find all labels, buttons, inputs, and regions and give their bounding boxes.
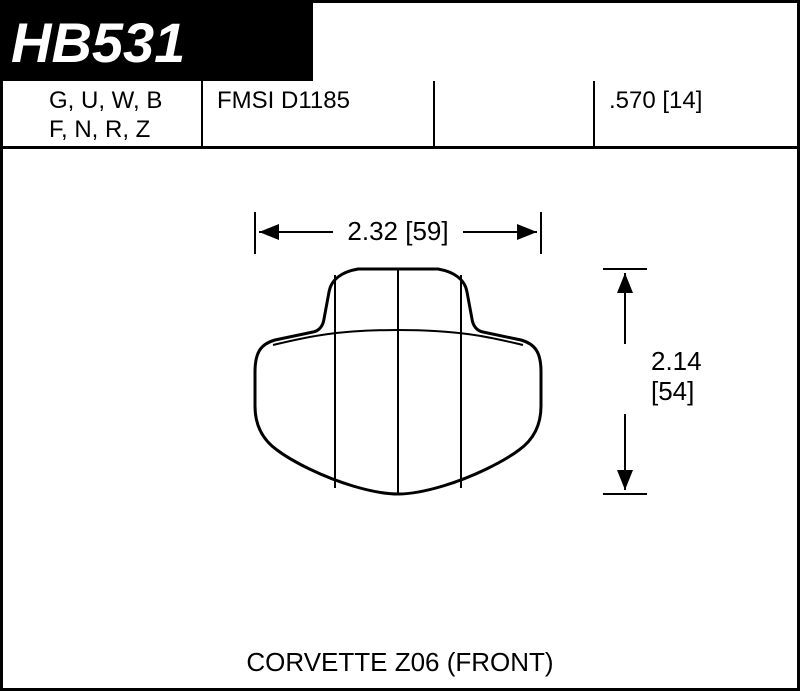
width-arrowhead-left [259, 224, 279, 240]
height-dimension: 2.14 [54] [603, 269, 702, 494]
header-divider-1 [201, 81, 203, 146]
application-label: CORVETTE Z06 (FRONT) [3, 647, 797, 678]
compounds-cell: G, U, W, B F, N, R, Z [49, 87, 162, 145]
header-divider-3 [593, 81, 595, 146]
header-divider-2 [433, 81, 435, 146]
height-value-mm: [54] [651, 376, 694, 406]
diagram-svg: 2.32 [59] 2.14 [54] [3, 152, 797, 688]
header-row: G, U, W, B F, N, R, Z FMSI D1185 .570 [1… [3, 81, 797, 149]
compounds-line2: F, N, R, Z [49, 116, 162, 145]
diagram-area: 2.32 [59] 2.14 [54] CORVETTE Z06 (FRONT) [3, 152, 797, 688]
width-arrowhead-right [517, 224, 537, 240]
width-dimension: 2.32 [59] [255, 212, 541, 254]
part-number: HB531 [11, 10, 185, 75]
height-arrowhead-top [617, 273, 633, 293]
height-arrowhead-bot [617, 470, 633, 490]
compounds-line1: G, U, W, B [49, 87, 162, 116]
brake-pad-shape [255, 269, 541, 494]
height-value-in: 2.14 [651, 346, 702, 376]
title-bar: HB531 [3, 3, 313, 81]
width-value: 2.32 [59] [347, 216, 448, 246]
thickness-cell: .570 [14] [609, 87, 702, 116]
fmsi-cell: FMSI D1185 [217, 87, 350, 116]
